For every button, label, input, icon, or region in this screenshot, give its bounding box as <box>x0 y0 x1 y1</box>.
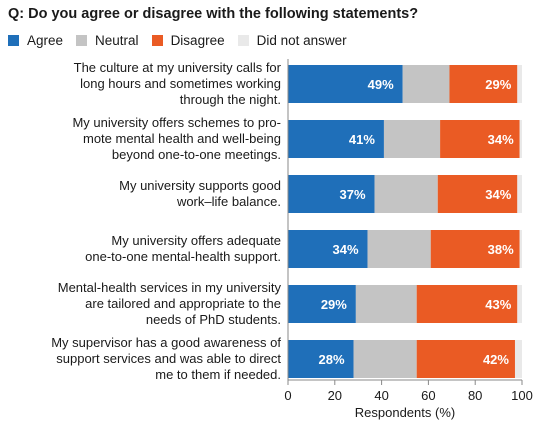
legend-label: Disagree <box>170 32 225 48</box>
bar-segment-disagree <box>449 65 518 103</box>
legend-swatch <box>151 34 163 46</box>
x-tick-label: 80 <box>468 388 482 403</box>
category-label-line: My university offers schemes to pro- <box>72 115 281 130</box>
x-tick-label: 0 <box>284 388 291 403</box>
data-label: 38% <box>488 242 514 257</box>
bar-segment-did-not-answer <box>519 230 522 268</box>
data-label: 42% <box>483 352 509 367</box>
data-label: 28% <box>318 352 344 367</box>
x-tick-label: 60 <box>421 388 435 403</box>
category-label: My university supports good work–life bal… <box>119 178 281 210</box>
x-tick-label: 100 <box>511 388 533 403</box>
bar-segment-agree <box>288 120 384 158</box>
data-label: 34% <box>485 187 511 202</box>
legend-label: Agree <box>27 32 64 48</box>
category-label-line: long hours and sometimes working <box>80 76 281 91</box>
category-label: My university offers schemes to pro-mote… <box>72 115 281 163</box>
bar-segment-did-not-answer <box>517 65 522 103</box>
bar-segment-agree <box>288 340 354 378</box>
bar-segment-disagree <box>437 175 518 213</box>
data-label: 43% <box>485 297 511 312</box>
category-label-line: support services and was able to direct <box>56 351 281 366</box>
data-label: 29% <box>321 297 347 312</box>
bar-segment-neutral <box>383 120 441 158</box>
data-label: 41% <box>349 132 375 147</box>
data-label: 49% <box>368 77 394 92</box>
bar-segment-agree <box>288 230 368 268</box>
bar-segment-disagree <box>416 285 518 323</box>
bar-segment-agree <box>288 175 375 213</box>
legend-swatch <box>76 34 88 46</box>
x-axis-label: Respondents (%) <box>354 405 456 420</box>
legend-label: Neutral <box>95 32 139 48</box>
data-label: 34% <box>333 242 359 257</box>
category-label: Mental-health services in my university a… <box>58 280 281 328</box>
category-label-line: work–life balance. <box>176 194 281 209</box>
data-label: 37% <box>340 187 366 202</box>
category-label-line: My university offers adequate <box>111 233 281 248</box>
category-label: The culture at my university calls for lo… <box>74 60 281 108</box>
category-label-line: me to them if needed. <box>155 367 281 382</box>
bar-segment-did-not-answer <box>517 175 522 213</box>
legend-swatch <box>237 34 249 46</box>
chart-title: Q: Do you agree or disagree with the fol… <box>8 6 419 22</box>
data-label: 29% <box>485 77 511 92</box>
legend-item-disagree: Disagree <box>151 32 225 48</box>
chart-legend: Agree Neutral Disagree Did not answer <box>8 31 360 49</box>
category-label-line: My university supports good <box>119 178 281 193</box>
category-label-line: one-to-one mental-health support. <box>85 249 281 264</box>
bar-segment-disagree <box>430 230 520 268</box>
category-label-line: My supervisor has a good awareness of <box>51 335 281 350</box>
legend-swatch <box>8 34 19 46</box>
category-label-line: are tailored and appropriate to the <box>85 296 281 311</box>
legend-label: Did not answer <box>256 32 347 48</box>
bar-segment-neutral <box>374 175 438 213</box>
bar-segment-neutral <box>355 285 417 323</box>
category-label-line: through the night. <box>179 92 281 107</box>
bar-segment-agree <box>288 65 403 103</box>
category-label-line: beyond one-to-one meetings. <box>111 147 281 162</box>
bar-segment-agree <box>288 285 356 323</box>
bar-segment-neutral <box>367 230 431 268</box>
category-label: My supervisor has a good awareness of sup… <box>51 335 281 383</box>
category-label-line: needs of PhD students. <box>145 312 281 327</box>
x-tick-label: 20 <box>328 388 342 403</box>
bar-segment-did-not-answer <box>517 285 522 323</box>
bar-segment-disagree <box>416 340 515 378</box>
category-label-line: The culture at my university calls for <box>73 60 281 75</box>
legend-item-neutral: Neutral <box>76 33 139 48</box>
category-label-line: Mental-health services in my university <box>57 280 281 295</box>
legend-item-did-not-answer: Did not answer <box>237 32 347 48</box>
bar-segment-did-not-answer <box>519 120 522 158</box>
bar-segment-neutral <box>402 65 450 103</box>
legend-item-agree: Agree <box>8 33 63 48</box>
x-tick-label: 40 <box>374 388 388 403</box>
bar-segment-did-not-answer <box>514 340 522 378</box>
data-label: 34% <box>488 132 514 147</box>
bar-segment-neutral <box>353 340 417 378</box>
category-label: My university offers adequate one-to-one … <box>85 233 281 265</box>
category-label-line: mote mental health and well-being <box>82 131 281 146</box>
bar-segment-disagree <box>440 120 520 158</box>
